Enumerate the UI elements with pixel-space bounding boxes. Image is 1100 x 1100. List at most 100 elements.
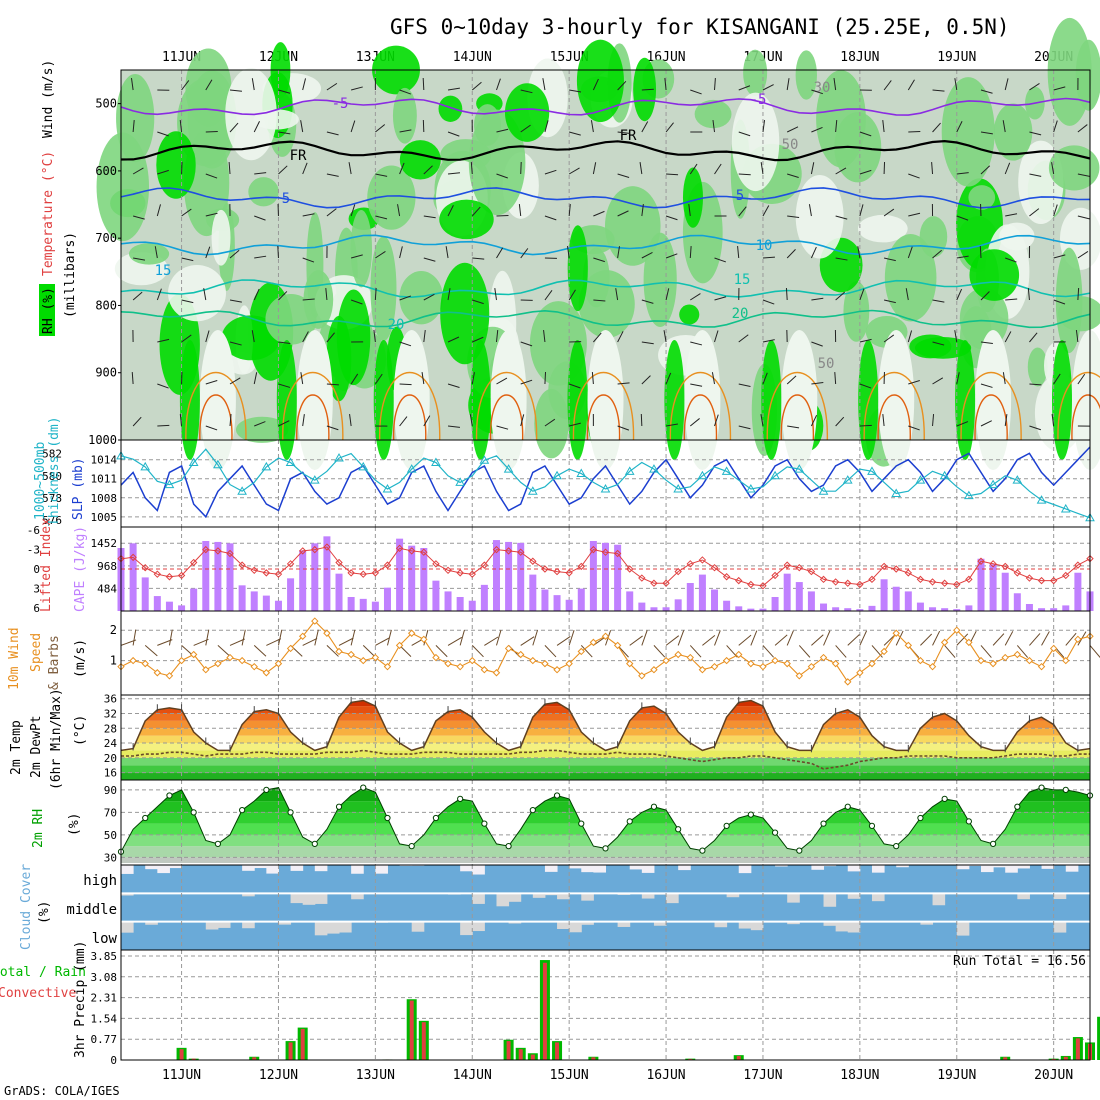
upper-wind-barb — [787, 173, 799, 178]
li-marker — [819, 575, 828, 584]
upper-wind-barb — [422, 77, 425, 91]
rh-marker — [166, 792, 173, 799]
upper-wind-barb — [738, 206, 747, 217]
li-marker — [553, 567, 561, 576]
temperature-label: Temperature (°C) — [41, 151, 56, 276]
upper-wind-barb — [205, 79, 213, 91]
wind-speed-marker — [638, 672, 646, 680]
li-tick-label: -6 — [27, 524, 40, 537]
upper-wind-barb — [1077, 173, 1090, 177]
upper-wind-barb — [130, 78, 134, 91]
li-marker — [323, 543, 331, 551]
upper-wind-barb — [399, 89, 412, 95]
upper-wind-barb — [979, 245, 982, 259]
cape-bar — [541, 589, 549, 611]
li-marker — [989, 560, 997, 568]
upper-wind-barb — [302, 162, 308, 175]
upper-wind-barb — [908, 173, 920, 179]
surface-wind-barb — [714, 630, 721, 646]
li-marker — [1025, 574, 1034, 582]
upper-wind-barb — [593, 299, 606, 302]
upper-wind-barb — [1051, 162, 1055, 175]
wind-speed-marker — [613, 641, 622, 650]
cape-bar — [311, 543, 319, 611]
precip-tick-label: 1.54 — [91, 1012, 118, 1025]
surface-wind-barb — [798, 645, 811, 658]
upper-wind-barb — [882, 120, 885, 133]
surface-wind-barb — [229, 638, 245, 646]
cloud-gap-cell — [617, 921, 631, 927]
top-date-label: 14JUN — [453, 50, 492, 65]
upper-wind-barb — [786, 249, 796, 259]
upper-wind-barb — [399, 295, 412, 301]
wind-speed-marker — [177, 656, 186, 665]
wind-speed-marker — [238, 656, 246, 665]
surface-wind-barb — [241, 629, 246, 646]
cape-bar — [517, 542, 525, 611]
wind-speed-marker — [202, 666, 210, 674]
cape-bar — [141, 577, 149, 611]
upper-wind-barb — [494, 288, 497, 301]
upper-wind-barb — [132, 416, 142, 427]
temp-band — [121, 772, 1090, 780]
cloud-gap-cell — [496, 893, 510, 907]
li-marker — [856, 580, 864, 589]
upper-wind-barb — [1075, 330, 1079, 343]
wind-speed-marker — [747, 659, 755, 668]
upper-wind-barb — [811, 89, 823, 95]
surface-wind-barb — [702, 635, 716, 646]
upper-wind-barb — [181, 334, 192, 343]
upper-wind-barb — [593, 332, 602, 343]
upper-wind-barb — [641, 88, 654, 91]
rh-marker — [1014, 803, 1021, 810]
wind-speed-marker — [214, 659, 222, 668]
upper-wind-barb — [1004, 331, 1012, 343]
li-marker — [771, 571, 779, 580]
contour-label: -5 — [750, 92, 767, 108]
precip-convective-bar — [736, 1055, 741, 1060]
precip-tick-label: 3.85 — [91, 950, 118, 963]
li-marker — [529, 557, 537, 565]
upper-wind-barb — [1053, 204, 1058, 217]
wind-speed-marker — [565, 659, 573, 668]
upper-wind-barb — [254, 215, 266, 221]
warm-contour-inner — [199, 394, 233, 441]
temp-band — [121, 765, 1090, 773]
wind-speed-marker — [250, 662, 258, 671]
cloud-gap-cell — [302, 893, 316, 905]
upper-wind-barb — [181, 80, 190, 91]
upper-wind-barb — [278, 341, 291, 345]
precip-convective-bar — [179, 1049, 184, 1060]
upper-wind-barb — [375, 251, 386, 259]
upper-wind-barb — [397, 204, 401, 217]
upper-wind-barb — [883, 80, 892, 91]
wind-speed-marker — [735, 650, 743, 659]
cloud-gap-cell — [242, 921, 255, 929]
upper-wind-barb — [591, 372, 594, 385]
cloud-gap-cell — [1005, 865, 1018, 873]
top-date-label: 19JUN — [937, 50, 976, 65]
li-marker — [189, 558, 198, 567]
warm-contour — [863, 371, 925, 441]
li-marker — [468, 570, 476, 578]
precip-convective-bar — [506, 1041, 511, 1060]
upper-wind-barb — [590, 120, 594, 133]
thickness-marker — [891, 488, 902, 497]
upper-wind-barb — [641, 375, 651, 385]
temp-tick-label: 36 — [104, 693, 117, 706]
thickness-marker — [794, 464, 805, 473]
upper-wind-barb — [520, 341, 533, 347]
rh-marker — [457, 795, 464, 802]
bottom-date-label: 16JUN — [646, 1068, 685, 1083]
upper-wind-barb — [228, 161, 231, 175]
rh-patch — [1047, 17, 1092, 126]
upper-wind-barb — [254, 421, 266, 427]
surface-wind-barb — [762, 645, 774, 658]
li-marker — [940, 579, 949, 587]
wind-speed-marker — [383, 662, 392, 671]
warm-contour — [282, 371, 344, 441]
slp-label: SLP (mb) — [71, 457, 86, 520]
cloud-gap-cell — [121, 893, 134, 896]
rh-patch — [694, 99, 732, 129]
thickness-tick-label: 578 — [42, 492, 62, 505]
